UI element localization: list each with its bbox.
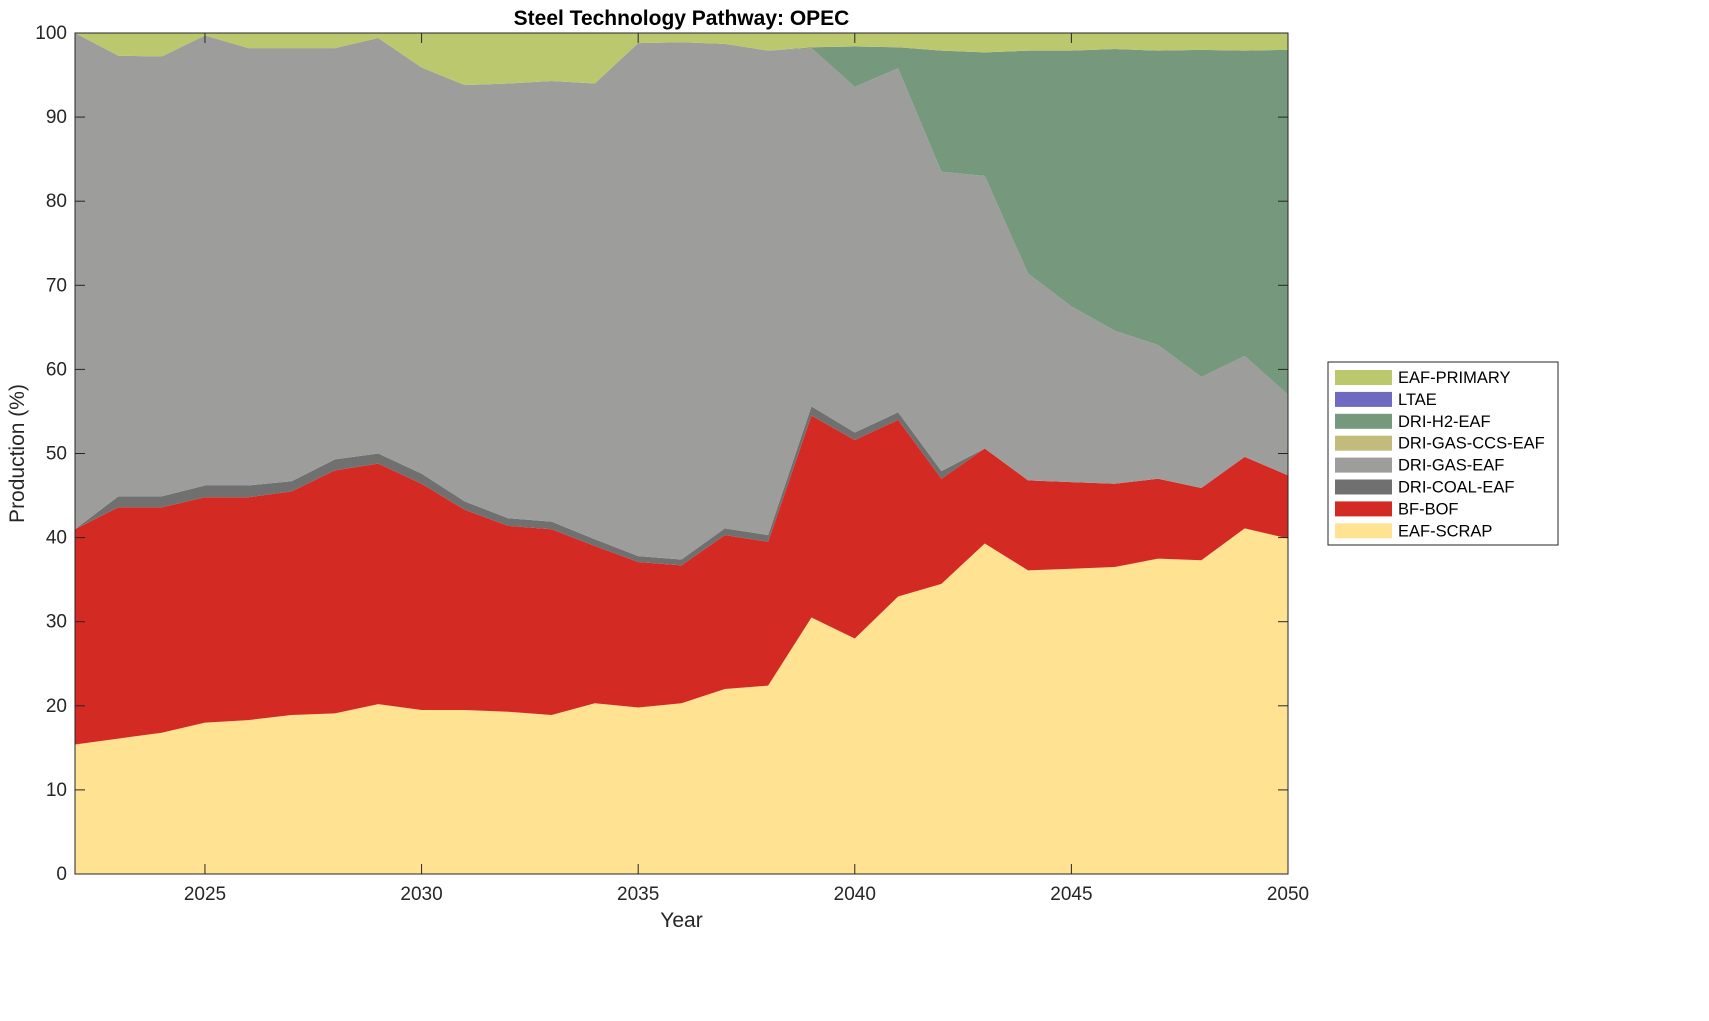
areas-layer bbox=[75, 33, 1288, 874]
legend-swatch-eaf-scrap bbox=[1335, 523, 1392, 539]
x-tick-label-2035: 2035 bbox=[617, 884, 659, 905]
y-tick-label-30: 30 bbox=[46, 612, 67, 633]
y-tick-label-20: 20 bbox=[46, 696, 67, 717]
x-tick-label-2050: 2050 bbox=[1267, 884, 1309, 905]
x-axis: 2025 2030 2035 2040 2045 2050 bbox=[184, 33, 1309, 905]
x-tick-label-2040: 2040 bbox=[834, 884, 876, 905]
area-eaf-primary bbox=[75, 33, 1288, 86]
x-tick-label-2025: 2025 bbox=[184, 884, 226, 905]
legend-label-eaf-primary: EAF-PRIMARY bbox=[1398, 369, 1510, 387]
legend-label-ltae: LTAE bbox=[1398, 391, 1437, 409]
legend-label-bf-bof: BF-BOF bbox=[1398, 500, 1459, 518]
legend-label-eaf-scrap: EAF-SCRAP bbox=[1398, 522, 1492, 540]
y-axis: 0 10 20 30 40 50 60 70 80 90 100 bbox=[35, 23, 1288, 885]
legend-swatch-dri-h2-eaf bbox=[1335, 413, 1392, 429]
y-axis-title: Production (%) bbox=[6, 384, 29, 523]
y-tick-label-10: 10 bbox=[46, 780, 67, 801]
x-tick-label-2045: 2045 bbox=[1050, 884, 1092, 905]
legend-swatch-ltae bbox=[1335, 391, 1392, 407]
area-dri-h2-eaf bbox=[75, 33, 1288, 395]
area-bf-bof bbox=[75, 415, 1288, 745]
legend: EAF-PRIMARY LTAE DRI-H2-EAF DRI-GAS-CCS-EAF… bbox=[1327, 361, 1559, 546]
y-tick-label-90: 90 bbox=[46, 107, 67, 128]
y-tick-label-70: 70 bbox=[46, 275, 67, 296]
chart-title: Steel Technology Pathway: OPEC bbox=[514, 7, 850, 30]
y-tick-label-40: 40 bbox=[46, 528, 67, 549]
legend-swatch-dri-gas-eaf bbox=[1335, 457, 1392, 473]
area-eaf-scrap bbox=[75, 528, 1288, 874]
x-axis-title: Year bbox=[660, 909, 702, 932]
legend-swatch-dri-gas-ccs-eaf bbox=[1335, 435, 1392, 451]
y-tick-label-0: 0 bbox=[56, 864, 67, 885]
y-tick-label-50: 50 bbox=[46, 444, 67, 465]
x-tick-label-2030: 2030 bbox=[400, 884, 442, 905]
legend-label-dri-gas-eaf: DRI-GAS-EAF bbox=[1398, 457, 1504, 475]
legend-swatch-eaf-primary bbox=[1335, 370, 1392, 385]
y-tick-label-100: 100 bbox=[35, 23, 67, 44]
area-dri-gas-eaf bbox=[75, 33, 1288, 560]
legend-label-dri-coal-eaf: DRI-COAL-EAF bbox=[1398, 479, 1514, 497]
legend-swatch-dri-coal-eaf bbox=[1335, 479, 1392, 495]
y-tick-label-60: 60 bbox=[46, 359, 67, 380]
legend-swatch-bf-bof bbox=[1335, 501, 1392, 517]
legend-label-dri-h2-eaf: DRI-H2-EAF bbox=[1398, 413, 1491, 431]
legend-label-dri-gas-ccs-eaf: DRI-GAS-CCS-EAF bbox=[1398, 435, 1545, 453]
y-tick-label-80: 80 bbox=[46, 191, 67, 212]
